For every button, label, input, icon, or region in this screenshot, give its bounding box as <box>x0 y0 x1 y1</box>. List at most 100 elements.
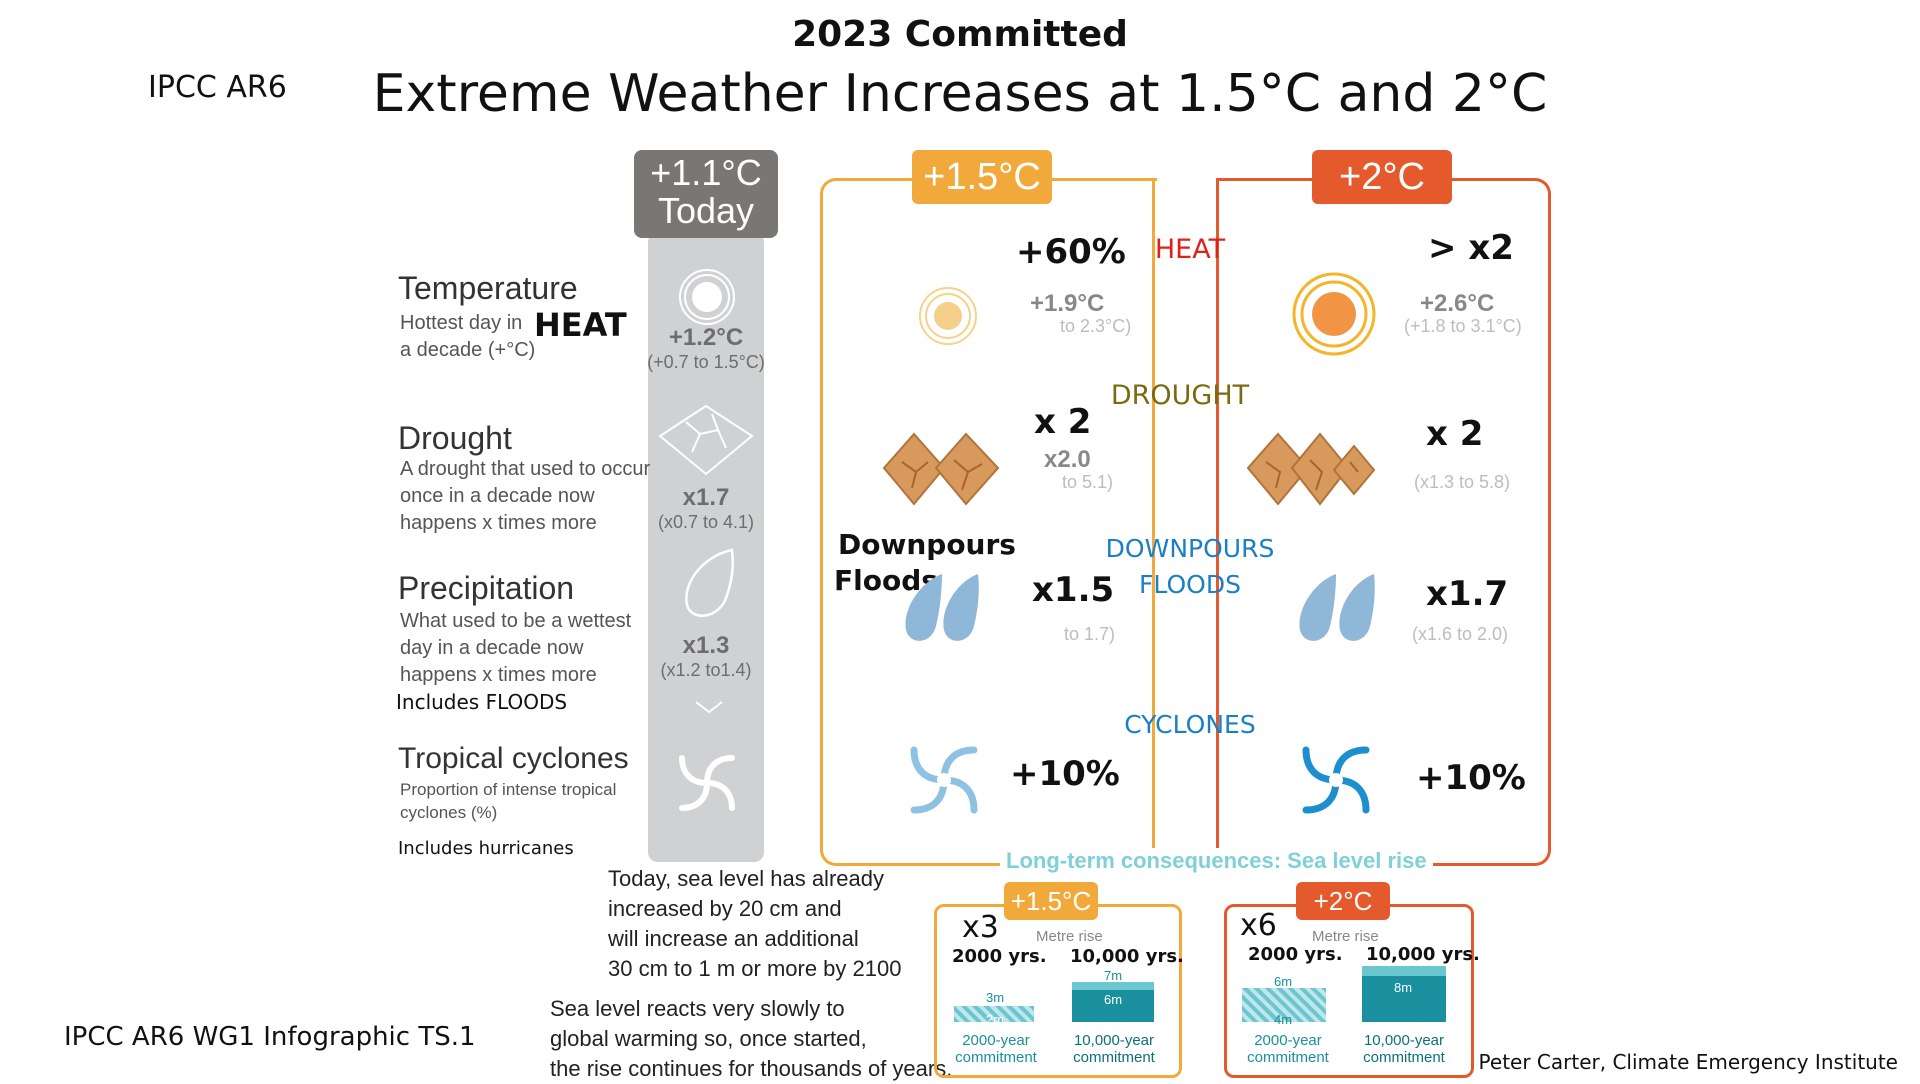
commitment-line: 2000-year <box>1254 1032 1322 1049</box>
sea-level-20-yrs-a: 2000 yrs. <box>1248 944 1343 965</box>
sea-level-paragraph-1: Today, sea level has already increased b… <box>608 864 901 984</box>
sea-level-15-yrs-a: 2000 yrs. <box>952 946 1047 967</box>
sea-level-20-b-top: 8m <box>1394 980 1413 995</box>
paragraph-line: 30 cm to 1 m or more by 2100 <box>608 956 902 981</box>
s15-heat-value: +1.9°C <box>1030 290 1105 317</box>
sea-level-20-tag: +2°C <box>1296 882 1390 920</box>
commitment-line: 10,000-year <box>1073 1032 1155 1049</box>
scenario-20-divider <box>1216 178 1219 860</box>
today-precipitation-value: x1.3 <box>682 632 730 659</box>
sea-level-15-a-top: 3m <box>986 990 1005 1005</box>
paragraph-line: increased by 20 cm and <box>608 896 842 921</box>
sea-level-20-commitment-b: 10,000-year commitment <box>1354 1032 1454 1066</box>
row-desc-line: Proportion of intense tropical <box>400 780 617 799</box>
sea-level-15-commitment-a: 2000-year commitment <box>952 1032 1040 1066</box>
cracked-earth-icon <box>882 432 1000 506</box>
today-temperature-range: (+0.7 to 1.5°C) <box>647 352 765 372</box>
floods-note: Includes FLOODS <box>396 690 568 714</box>
row-desc-line: a decade (+°C) <box>400 339 536 361</box>
row-desc-line: once in a decade now <box>400 485 595 507</box>
source-label-top: IPCC AR6 <box>148 70 287 105</box>
category-drought: DROUGHT <box>1110 380 1250 411</box>
today-temp-label: +1.1°C <box>650 152 762 193</box>
s15-drought-big: x 2 <box>1034 402 1092 442</box>
sea-level-15-b-low: 6m <box>1104 992 1123 1007</box>
heat-note: HEAT <box>534 306 627 344</box>
sea-level-15-b-top: 7m <box>1104 968 1123 983</box>
cyclone-icon <box>679 755 735 811</box>
paragraph-line: Sea level reacts very slowly to <box>550 996 845 1021</box>
row-desc-line: happens x times more <box>400 512 597 534</box>
hurricanes-note: Includes hurricanes <box>398 838 574 859</box>
sea-level-15-mult: x3 <box>962 910 999 945</box>
commitment-line: commitment <box>955 1049 1037 1066</box>
s15-heat-big: +60% <box>1016 232 1126 272</box>
s20-precip-range: (x1.6 to 2.0) <box>1412 624 1509 644</box>
paragraph-line: will increase an additional <box>608 926 859 951</box>
scenario-20-tag: +2°C <box>1312 150 1452 204</box>
today-precipitation: x1.3 (x1.2 to1.4) <box>640 632 772 681</box>
row-title-precipitation: Precipitation <box>398 570 575 606</box>
category-downpours: DOWNPOURS <box>1105 534 1275 563</box>
cracked-earth-icon <box>658 404 754 476</box>
chevron-down-icon <box>695 701 723 714</box>
sea-level-20-metre: Metre rise <box>1312 928 1379 945</box>
sea-level-paragraph-2: Sea level reacts very slowly to global w… <box>550 994 952 1084</box>
s15-drought-value: x2.0 <box>1044 446 1091 473</box>
page-title: Extreme Weather Increases at 1.5°C and 2… <box>372 64 1548 124</box>
paragraph-line: the rise continues for thousands of year… <box>550 1056 953 1081</box>
row-desc-line: What used to be a wettest <box>400 610 632 632</box>
today-temperature-value: +1.2°C <box>668 324 744 351</box>
source-label-bottom: IPCC AR6 WG1 Infographic TS.1 <box>64 1022 476 1052</box>
s15-drought-range: to 5.1) <box>1062 472 1114 492</box>
sea-level-20-a-low: 4m <box>1274 1012 1293 1027</box>
sea-level-20-a-top: 6m <box>1274 974 1293 989</box>
row-title-drought: Drought <box>398 420 512 456</box>
s20-cyclone-big: +10% <box>1416 758 1526 798</box>
sea-level-15-metre: Metre rise <box>1036 928 1103 945</box>
cyclone-icon <box>910 746 978 814</box>
s15-precip-big: x1.5 <box>1032 570 1115 610</box>
sea-level-20-mult: x6 <box>1240 908 1277 943</box>
sea-level-15-tag: +1.5°C <box>1004 882 1098 920</box>
row-desc-line: happens x times more <box>400 664 597 686</box>
sea-level-15-a-low: 2m <box>986 1012 1005 1027</box>
category-cyclones: CYCLONES <box>1124 710 1256 739</box>
row-title-temperature: Temperature <box>398 270 578 306</box>
row-desc-line: Hottest day in <box>400 312 523 334</box>
sea-level-20-a-bar <box>1242 988 1326 1022</box>
sea-level-15-commitment-b: 10,000-year commitment <box>1064 1032 1164 1066</box>
sea-level-20-b-bar <box>1362 966 1446 1022</box>
row-desc-temperature: Hottest day in a decade (+°C) <box>400 310 535 364</box>
today-precipitation-range: (x1.2 to1.4) <box>660 660 752 680</box>
sea-level-20-yrs-b: 10,000 yrs. <box>1366 944 1480 965</box>
today-drought-value: x1.7 <box>682 484 730 511</box>
cracked-earth-icon <box>1246 432 1376 506</box>
row-desc-line: day in a decade now <box>400 637 584 659</box>
s15-cyclone-big: +10% <box>1010 754 1120 794</box>
s20-drought-range: (x1.3 to 5.8) <box>1414 472 1511 492</box>
raindrop-icon <box>685 548 734 617</box>
sea-level-15-a-bar <box>954 1006 1034 1022</box>
commitment-line: commitment <box>1363 1049 1445 1066</box>
commitment-line: 10,000-year <box>1363 1032 1445 1049</box>
cyclone-icon <box>1302 746 1370 814</box>
paragraph-line: global warming so, once started, <box>550 1026 867 1051</box>
row-desc-drought: A drought that used to occur once in a d… <box>400 456 650 537</box>
sun-icon <box>1292 272 1376 356</box>
credit-label: Peter Carter, Climate Emergency Institut… <box>1478 1050 1898 1074</box>
row-desc-precipitation: What used to be a wettest day in a decad… <box>400 608 631 689</box>
row-desc-cyclones: Proportion of intense tropical cyclones … <box>400 778 616 824</box>
s15-heat-range: to 2.3°C) <box>1060 316 1132 336</box>
s20-heat-range: (+1.8 to 3.1°C) <box>1404 316 1522 336</box>
today-word-label: Today <box>657 190 755 231</box>
today-temperature: +1.2°C (+0.7 to 1.5°C) <box>640 324 772 373</box>
commitment-line: commitment <box>1073 1049 1155 1066</box>
row-title-cyclones: Tropical cyclones <box>398 742 629 775</box>
sun-icon <box>679 269 735 325</box>
commitment-line: commitment <box>1247 1049 1329 1066</box>
today-column <box>648 232 764 862</box>
paragraph-line: Today, sea level has already <box>608 866 884 891</box>
s20-heat-big: > x2 <box>1428 228 1514 268</box>
raindrop-icon <box>905 574 979 641</box>
